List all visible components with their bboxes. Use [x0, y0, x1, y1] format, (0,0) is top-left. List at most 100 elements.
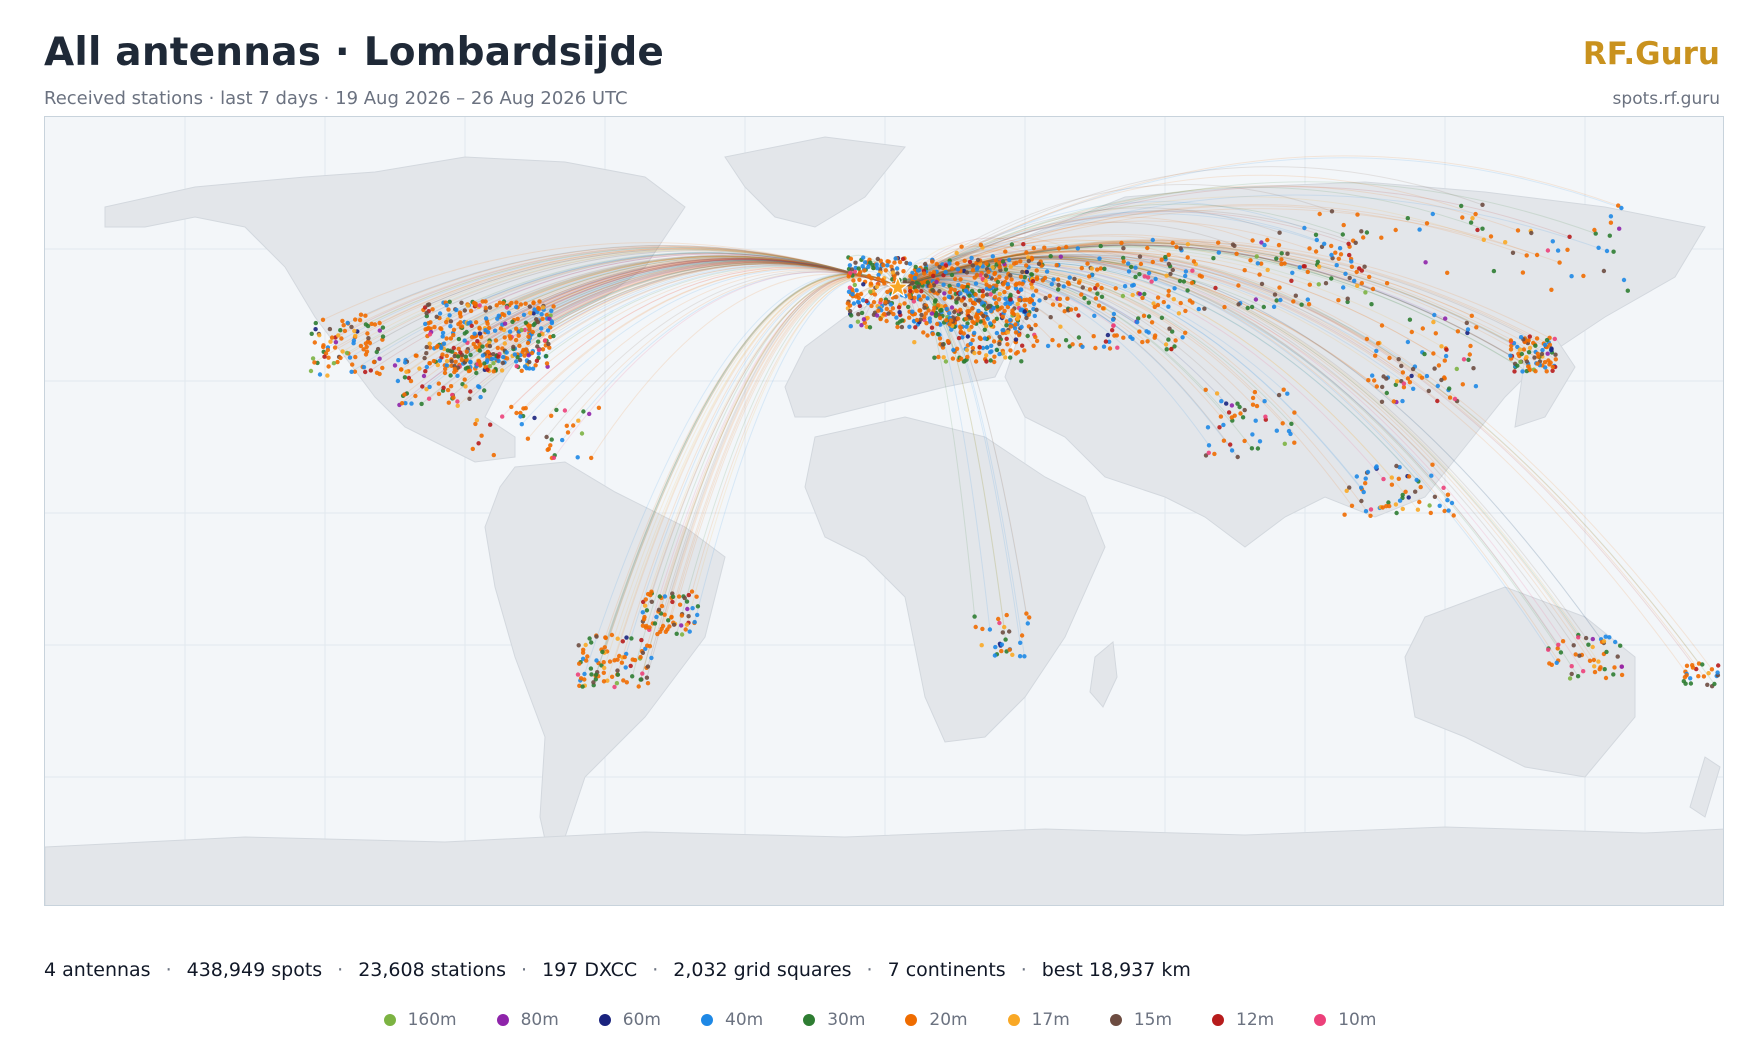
spot-marker[interactable]: [1555, 646, 1560, 651]
spot-marker[interactable]: [487, 343, 493, 349]
spot-marker[interactable]: [1285, 251, 1290, 256]
spot-marker[interactable]: [1235, 401, 1240, 406]
spot-marker[interactable]: [486, 325, 492, 331]
spot-marker[interactable]: [988, 308, 994, 314]
spot-marker[interactable]: [361, 365, 367, 370]
legend-item-15m[interactable]: 15m: [1109, 1010, 1172, 1030]
spot-marker[interactable]: [477, 385, 482, 390]
spot-marker[interactable]: [1172, 344, 1177, 349]
spot-marker[interactable]: [925, 333, 930, 338]
spot-marker[interactable]: [352, 369, 358, 374]
spot-marker[interactable]: [652, 621, 658, 626]
spot-marker[interactable]: [964, 270, 970, 275]
spot-marker[interactable]: [1093, 345, 1098, 351]
spot-marker[interactable]: [456, 322, 461, 327]
spot-marker[interactable]: [868, 289, 873, 294]
spot-marker[interactable]: [1277, 230, 1282, 235]
spot-marker[interactable]: [1222, 304, 1227, 310]
spot-marker[interactable]: [948, 318, 954, 323]
spot-marker[interactable]: [1299, 302, 1304, 307]
spot-marker[interactable]: [1418, 484, 1423, 490]
spot-marker[interactable]: [1567, 234, 1572, 239]
spot-marker[interactable]: [913, 272, 919, 277]
spot-marker[interactable]: [1015, 350, 1020, 355]
spot-marker[interactable]: [353, 333, 358, 338]
spot-marker[interactable]: [377, 320, 382, 326]
spot-marker[interactable]: [1236, 302, 1241, 307]
spot-marker[interactable]: [1475, 227, 1480, 233]
spot-marker[interactable]: [857, 277, 862, 282]
spot-marker[interactable]: [529, 350, 535, 356]
spot-marker[interactable]: [1700, 662, 1705, 667]
spot-marker[interactable]: [1285, 391, 1290, 396]
spot-marker[interactable]: [1150, 259, 1156, 265]
spot-marker[interactable]: [947, 261, 952, 266]
spot-marker[interactable]: [972, 330, 977, 336]
spot-marker[interactable]: [1005, 342, 1010, 347]
spot-marker[interactable]: [846, 274, 851, 279]
spot-marker[interactable]: [1216, 240, 1221, 245]
spot-marker[interactable]: [970, 338, 975, 343]
spot-marker[interactable]: [487, 364, 493, 369]
spot-marker[interactable]: [1107, 346, 1113, 351]
spot-marker[interactable]: [350, 362, 355, 367]
spot-marker[interactable]: [992, 354, 997, 359]
spot-marker[interactable]: [537, 299, 542, 304]
spot-marker[interactable]: [1026, 258, 1031, 264]
spot-marker[interactable]: [1044, 269, 1050, 274]
spot-marker[interactable]: [947, 311, 952, 316]
spot-marker[interactable]: [1292, 440, 1297, 445]
spot-marker[interactable]: [326, 355, 331, 360]
spot-marker[interactable]: [526, 334, 531, 339]
spot-marker[interactable]: [644, 608, 650, 613]
spot-marker[interactable]: [1229, 415, 1235, 420]
spot-marker[interactable]: [1473, 211, 1478, 217]
spot-marker[interactable]: [1337, 246, 1343, 251]
spot-marker[interactable]: [1405, 376, 1411, 381]
spot-marker[interactable]: [912, 340, 917, 345]
spot-marker[interactable]: [1008, 317, 1013, 323]
spot-marker[interactable]: [540, 347, 546, 352]
spot-marker[interactable]: [972, 301, 977, 306]
spot-marker[interactable]: [657, 594, 662, 599]
spot-marker[interactable]: [981, 313, 986, 319]
spot-marker[interactable]: [1004, 323, 1009, 328]
spot-marker[interactable]: [1178, 246, 1183, 251]
spot-marker[interactable]: [1694, 666, 1699, 672]
spot-marker[interactable]: [640, 650, 646, 655]
spot-marker[interactable]: [1364, 336, 1370, 342]
spot-marker[interactable]: [629, 636, 634, 641]
spot-marker[interactable]: [970, 345, 976, 351]
spot-marker[interactable]: [965, 334, 970, 339]
spot-marker[interactable]: [504, 305, 510, 310]
spot-marker[interactable]: [1176, 311, 1182, 316]
spot-marker[interactable]: [1257, 272, 1262, 277]
spot-marker[interactable]: [1018, 274, 1024, 279]
spot-marker[interactable]: [456, 346, 461, 352]
spot-marker[interactable]: [992, 295, 998, 300]
spot-marker[interactable]: [1185, 242, 1191, 247]
spot-marker[interactable]: [1022, 275, 1027, 280]
spot-marker[interactable]: [958, 307, 963, 312]
spot-marker[interactable]: [1080, 285, 1086, 290]
spot-marker[interactable]: [1431, 351, 1436, 356]
spot-marker[interactable]: [1289, 278, 1294, 283]
spot-marker[interactable]: [1540, 347, 1545, 353]
spot-marker[interactable]: [1166, 261, 1172, 267]
spot-marker[interactable]: [973, 281, 979, 286]
spot-marker[interactable]: [964, 347, 970, 353]
spot-marker[interactable]: [1015, 312, 1020, 317]
spot-marker[interactable]: [658, 629, 663, 634]
spot-marker[interactable]: [462, 338, 467, 343]
spot-marker[interactable]: [967, 308, 972, 314]
spot-marker[interactable]: [911, 299, 917, 304]
spot-marker[interactable]: [1455, 329, 1461, 334]
spot-marker[interactable]: [1363, 476, 1368, 481]
spot-marker[interactable]: [1093, 296, 1099, 301]
spot-marker[interactable]: [685, 606, 690, 612]
spot-marker[interactable]: [1007, 647, 1012, 652]
spot-marker[interactable]: [632, 657, 638, 663]
spot-marker[interactable]: [511, 344, 516, 350]
spot-marker[interactable]: [1619, 664, 1625, 669]
spot-marker[interactable]: [1443, 316, 1448, 321]
